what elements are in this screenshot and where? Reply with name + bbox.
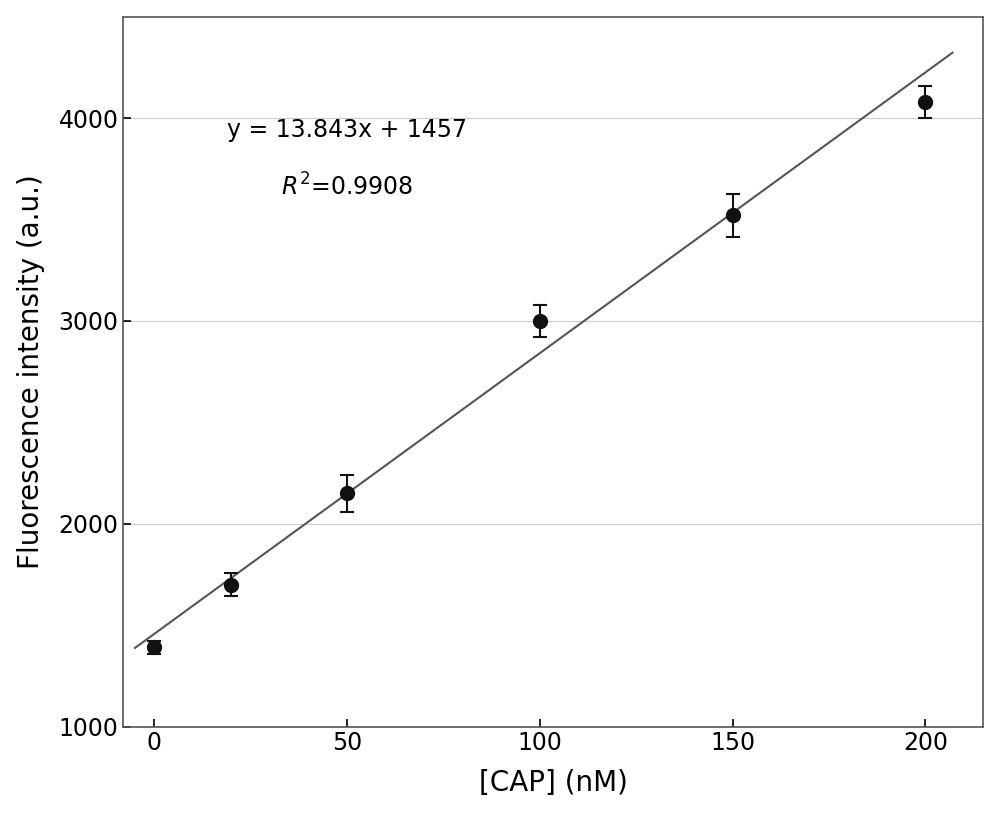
X-axis label: [CAP] (nM): [CAP] (nM) [479, 769, 628, 798]
Text: y = 13.843x + 1457: y = 13.843x + 1457 [227, 118, 467, 142]
Text: $R^2$=0.9908: $R^2$=0.9908 [281, 173, 413, 200]
Y-axis label: Fluorescence intensity (a.u.): Fluorescence intensity (a.u.) [17, 174, 45, 569]
